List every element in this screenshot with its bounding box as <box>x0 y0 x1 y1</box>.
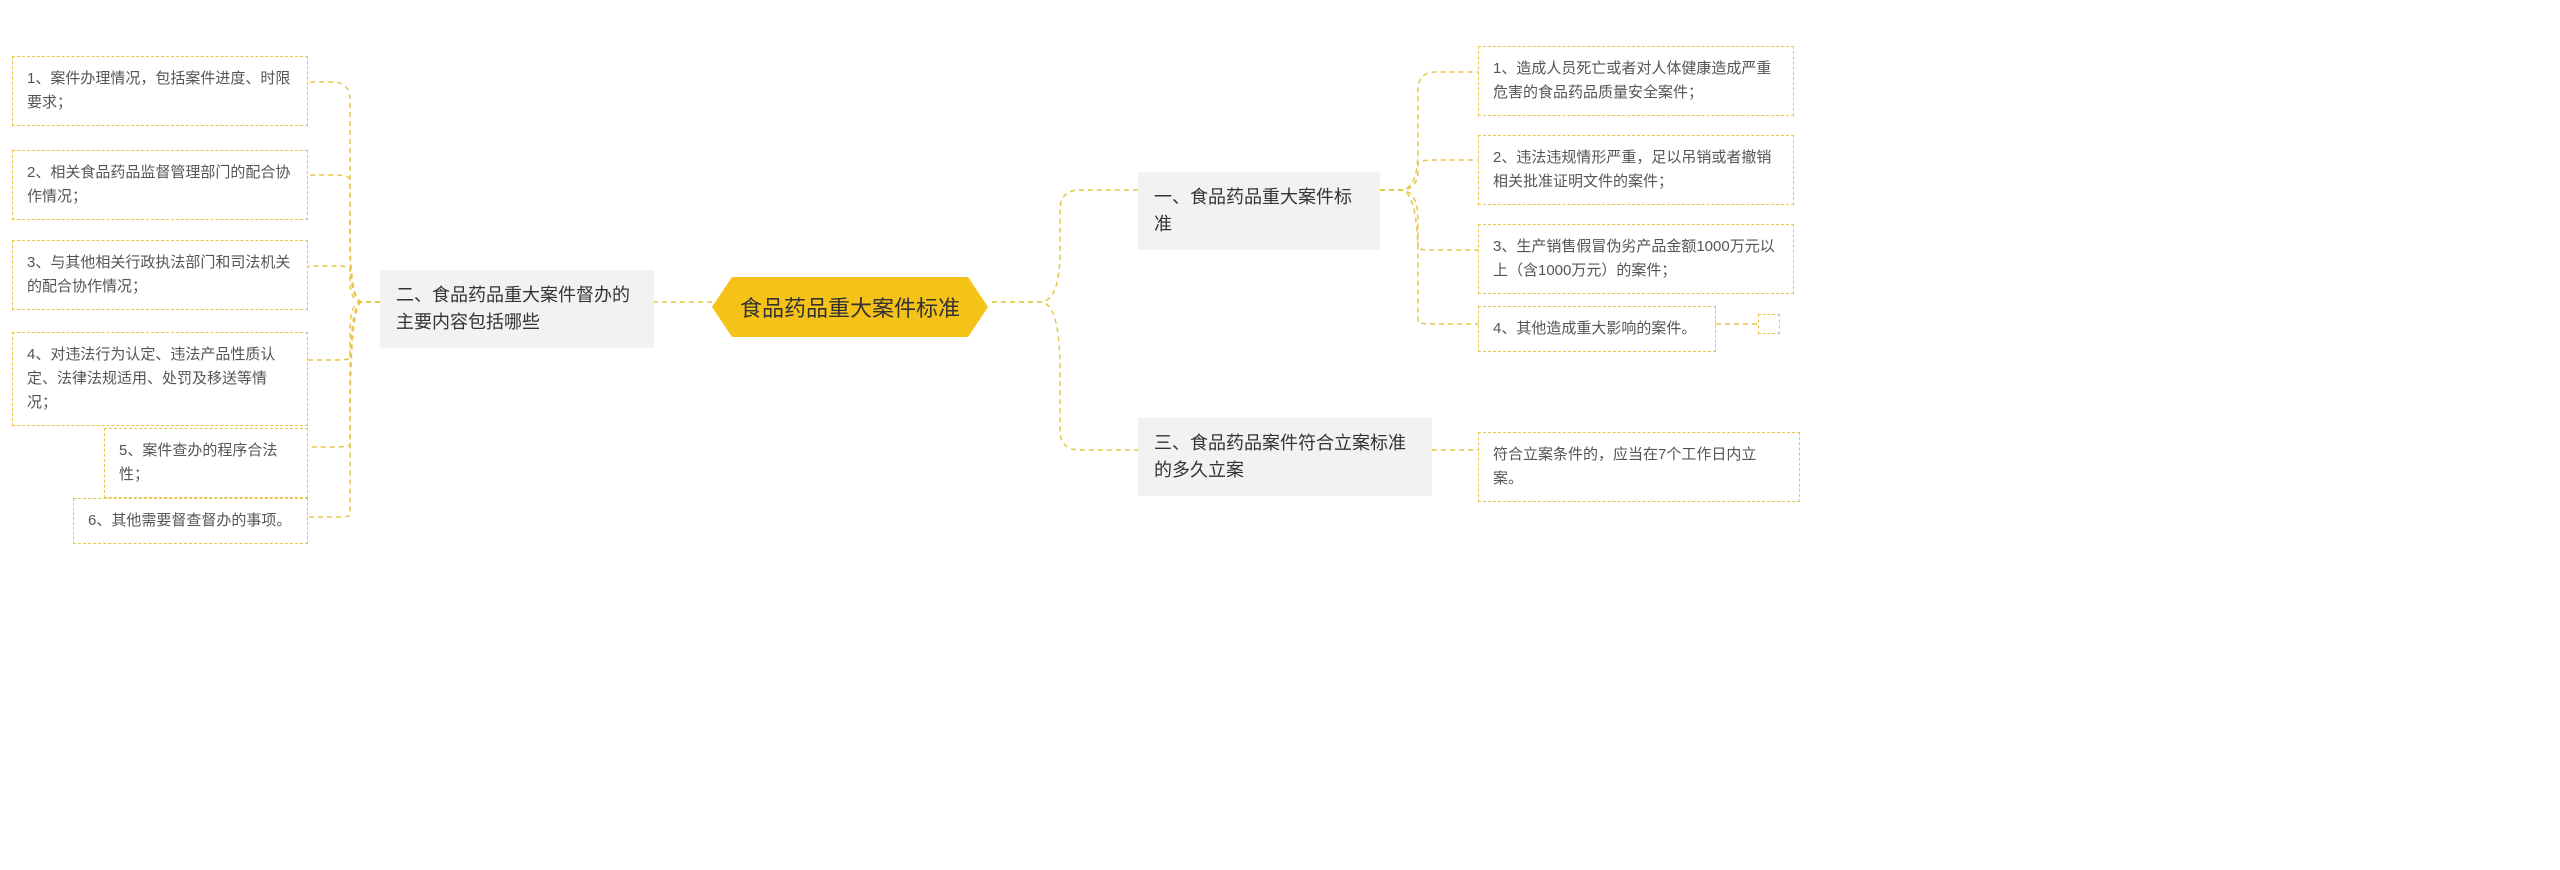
branch-2-leaf-4[interactable]: 4、对违法行为认定、违法产品性质认定、法律法规适用、处罚及移送等情况； <box>12 332 308 426</box>
branch-3[interactable]: 三、食品药品案件符合立案标准的多久立案 <box>1138 418 1432 496</box>
branch-1-leaf-4-extra[interactable] <box>1758 314 1780 334</box>
leaf-text: 3、与其他相关行政执法部门和司法机关的配合协作情况； <box>27 254 290 295</box>
branch-1-label: 一、食品药品重大案件标准 <box>1154 187 1352 234</box>
branch-2-leaf-3[interactable]: 3、与其他相关行政执法部门和司法机关的配合协作情况； <box>12 240 308 310</box>
branch-2-leaf-5[interactable]: 5、案件查办的程序合法性； <box>104 428 308 498</box>
branch-1-leaf-1[interactable]: 1、造成人员死亡或者对人体健康造成严重危害的食品药品质量安全案件； <box>1478 46 1794 116</box>
branch-2-label: 二、食品药品重大案件督办的主要内容包括哪些 <box>396 285 630 332</box>
branch-2-leaf-2[interactable]: 2、相关食品药品监督管理部门的配合协作情况； <box>12 150 308 220</box>
leaf-text: 5、案件查办的程序合法性； <box>119 442 277 483</box>
branch-2-leaf-6[interactable]: 6、其他需要督查督办的事项。 <box>73 498 308 544</box>
leaf-text: 符合立案条件的，应当在7个工作日内立案。 <box>1493 446 1756 487</box>
leaf-text: 4、其他造成重大影响的案件。 <box>1493 320 1696 337</box>
branch-1-leaf-2[interactable]: 2、违法违规情形严重，足以吊销或者撤销相关批准证明文件的案件； <box>1478 135 1794 205</box>
branch-1[interactable]: 一、食品药品重大案件标准 <box>1138 172 1380 250</box>
leaf-text: 6、其他需要督查督办的事项。 <box>88 512 291 529</box>
branch-1-leaf-4[interactable]: 4、其他造成重大影响的案件。 <box>1478 306 1716 352</box>
branch-3-leaf-1[interactable]: 符合立案条件的，应当在7个工作日内立案。 <box>1478 432 1800 502</box>
branch-1-leaf-3[interactable]: 3、生产销售假冒伪劣产品金额1000万元以上（含1000万元）的案件； <box>1478 224 1794 294</box>
leaf-text: 2、违法违规情形严重，足以吊销或者撤销相关批准证明文件的案件； <box>1493 149 1771 190</box>
leaf-text: 3、生产销售假冒伪劣产品金额1000万元以上（含1000万元）的案件； <box>1493 238 1775 279</box>
leaf-text: 1、造成人员死亡或者对人体健康造成严重危害的食品药品质量安全案件； <box>1493 60 1771 101</box>
branch-2-leaf-1[interactable]: 1、案件办理情况，包括案件进度、时限要求； <box>12 56 308 126</box>
branch-2[interactable]: 二、食品药品重大案件督办的主要内容包括哪些 <box>380 270 654 348</box>
leaf-text: 1、案件办理情况，包括案件进度、时限要求； <box>27 70 290 111</box>
leaf-text: 2、相关食品药品监督管理部门的配合协作情况； <box>27 164 290 205</box>
leaf-text: 4、对违法行为认定、违法产品性质认定、法律法规适用、处罚及移送等情况； <box>27 346 275 411</box>
branch-3-label: 三、食品药品案件符合立案标准的多久立案 <box>1154 433 1406 480</box>
center-label: 食品药品重大案件标准 <box>740 296 960 321</box>
center-node[interactable]: 食品药品重大案件标准 <box>712 277 988 337</box>
